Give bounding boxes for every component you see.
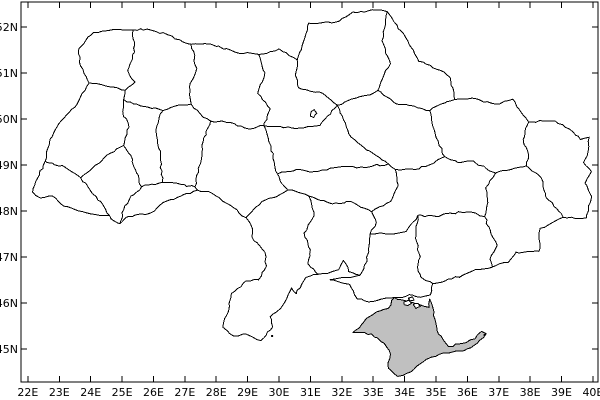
x-tick-label: 22E: [17, 386, 38, 399]
x-tick-label: 32E: [331, 386, 352, 399]
sivash-island-2: [412, 302, 422, 310]
region-sumy: [377, 11, 456, 112]
x-tick-label: 28E: [206, 386, 227, 399]
region-cherkasy: [263, 104, 389, 175]
region-crimea: [352, 296, 487, 377]
y-tick-label: 45N: [0, 343, 18, 356]
x-tick-label: 30E: [269, 386, 290, 399]
x-tick-label: 34E: [394, 386, 415, 399]
x-tick-label: 38E: [520, 386, 541, 399]
region-zakarpattia: [32, 160, 110, 217]
x-tick-label: 36E: [457, 386, 478, 399]
region-chernivtsi: [119, 181, 198, 225]
y-tick-label: 50N: [0, 113, 18, 126]
y-tick-label: 46N: [0, 297, 18, 310]
sivash-island-1: [403, 299, 413, 307]
region-zaporizhzhia: [415, 211, 498, 284]
sivash-island-3: [407, 296, 415, 302]
axis-box: [20, 1, 599, 383]
x-tick-label: 27E: [174, 386, 195, 399]
x-tick-label: 37E: [488, 386, 509, 399]
kyiv-city-loop: [309, 108, 318, 119]
y-tick-label: 52N: [0, 21, 18, 34]
region-mykolaiv: [303, 195, 377, 276]
y-tick-label: 51N: [0, 67, 18, 80]
x-tick-label: 39E: [551, 386, 572, 399]
x-tick-label: 26E: [143, 386, 164, 399]
y-tick-label: 49N: [0, 159, 18, 172]
island-dot-2: [483, 334, 486, 336]
x-tick-label: 24E: [80, 386, 101, 399]
y-tick-label: 48N: [0, 205, 18, 218]
y-tick-label: 47N: [0, 251, 18, 264]
region-volyn: [77, 28, 136, 91]
x-tick-label: 29E: [237, 386, 258, 399]
x-tick-label: 40E: [582, 386, 600, 399]
region-rivne: [123, 28, 198, 112]
x-tick-label: 33E: [363, 386, 384, 399]
x-tick-label: 35E: [425, 386, 446, 399]
island-dot-1: [271, 335, 274, 337]
region-chernihiv: [294, 9, 391, 106]
x-tick-label: 31E: [300, 386, 321, 399]
x-tick-label: 25E: [112, 386, 133, 399]
region-odesa: [222, 189, 319, 342]
x-tick-label: 23E: [49, 386, 70, 399]
